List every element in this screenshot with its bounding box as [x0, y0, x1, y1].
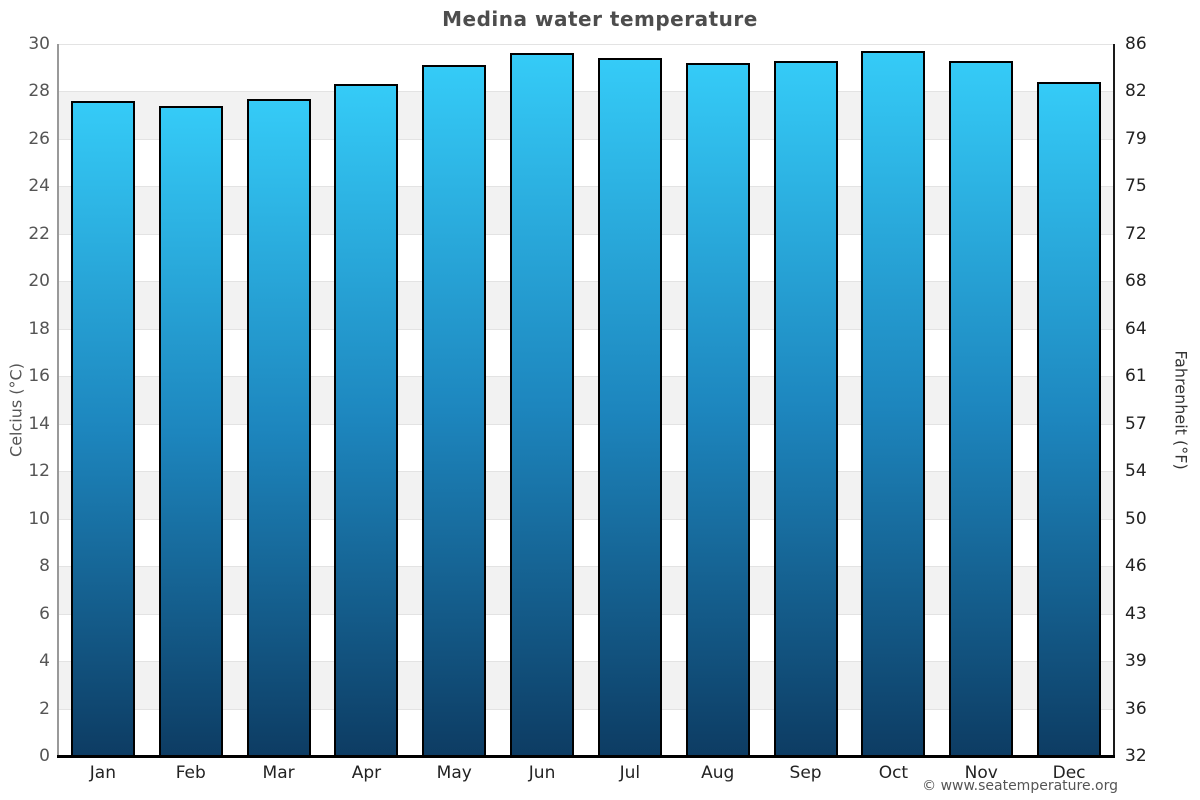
chart-title: Medina water temperature [442, 7, 758, 31]
bar-oct [861, 51, 926, 756]
gridline [59, 281, 1113, 283]
gridline [59, 518, 1113, 520]
x-tick-label-apr: Apr [351, 763, 382, 783]
bar-jan [70, 100, 135, 756]
y-tick-label-celsius: 2 [39, 698, 50, 719]
grid-band [59, 423, 1113, 472]
grid-band [59, 281, 1113, 329]
y-tick-label-fahrenheit: 61 [1125, 366, 1147, 387]
y-tick-label-celsius: 24 [28, 176, 50, 197]
gridline [59, 613, 1113, 615]
grid-band [59, 233, 1113, 282]
y-tick-label-fahrenheit: 43 [1125, 603, 1147, 624]
copyright-text: © www.seatemperature.org [922, 778, 1118, 794]
bar-feb [158, 105, 223, 756]
y-tick-label-celsius: 18 [28, 318, 50, 339]
gridline [59, 471, 1113, 473]
x-tick-label-jun: Jun [528, 763, 556, 783]
gridline [59, 91, 1113, 93]
x-tick-label-dec: Dec [1052, 763, 1086, 783]
grid-band [59, 376, 1113, 424]
y-tick-label-fahrenheit: 32 [1125, 746, 1147, 766]
gridline [59, 186, 1113, 188]
bar-dec [1037, 81, 1102, 756]
y-tick-label-fahrenheit: 39 [1125, 651, 1147, 672]
y-tick-label-fahrenheit: 82 [1125, 81, 1147, 102]
gridline [59, 423, 1113, 425]
y-tick-label-celsius: 10 [28, 508, 50, 529]
gridline [59, 708, 1113, 710]
y-tick-label-celsius: 8 [39, 556, 50, 577]
gridline [59, 233, 1113, 235]
x-tick-label-jul: Jul [619, 763, 641, 783]
y-tick-label-fahrenheit: 64 [1125, 318, 1147, 339]
y-tick-label-celsius: 30 [28, 34, 50, 54]
grid-band [59, 91, 1113, 139]
grid-band [59, 661, 1113, 709]
y-tick-label-fahrenheit: 75 [1125, 176, 1147, 197]
y-tick-label-celsius: 0 [39, 746, 50, 766]
y-tick-label-celsius: 12 [28, 461, 50, 482]
x-tick-label-feb: Feb [175, 763, 206, 783]
bar-aug [685, 62, 750, 756]
bar-jun [510, 53, 575, 756]
bar-nov [949, 60, 1014, 756]
x-axis-line [57, 755, 1115, 758]
x-tick-label-mar: Mar [262, 763, 295, 783]
grid-band [59, 518, 1113, 567]
y-tick-label-fahrenheit: 72 [1125, 223, 1147, 244]
y-tick-label-celsius: 22 [28, 223, 50, 244]
grid-band [59, 708, 1113, 756]
y-tick-label-celsius: 4 [39, 651, 50, 672]
y-tick-label-fahrenheit: 46 [1125, 556, 1147, 577]
y-tick-label-fahrenheit: 68 [1125, 271, 1147, 292]
x-tick-label-sep: Sep [789, 763, 822, 783]
y-axis-line-right [1113, 44, 1115, 757]
bar-sep [773, 60, 838, 756]
grid-band [59, 613, 1113, 662]
gridline [59, 566, 1113, 568]
y-tick-label-celsius: 20 [28, 271, 50, 292]
y-tick-label-fahrenheit: 50 [1125, 508, 1147, 529]
y-axis-line-left [57, 44, 59, 757]
x-tick-label-oct: Oct [878, 763, 909, 783]
y-tick-label-celsius: 26 [28, 128, 50, 149]
gridline [59, 661, 1113, 663]
grid-band [59, 566, 1113, 614]
x-tick-label-aug: Aug [701, 763, 735, 783]
gridline [59, 376, 1113, 378]
y-tick-label-celsius: 28 [28, 81, 50, 102]
bar-jul [597, 58, 662, 756]
x-tick-label-nov: Nov [964, 763, 998, 783]
plot-area [59, 44, 1113, 757]
bar-mar [246, 98, 311, 756]
x-tick-label-jan: Jan [89, 763, 117, 783]
grid-band [59, 328, 1113, 377]
y-tick-label-celsius: 14 [28, 413, 50, 434]
bar-apr [334, 84, 399, 756]
y-tick-label-celsius: 6 [39, 603, 50, 624]
y-tick-label-celsius: 16 [28, 366, 50, 387]
grid-band [59, 138, 1113, 187]
y-tick-label-fahrenheit: 54 [1125, 461, 1147, 482]
gridline [59, 328, 1113, 330]
y-tick-label-fahrenheit: 36 [1125, 698, 1147, 719]
grid-band [59, 186, 1113, 234]
grid-band [59, 44, 1113, 92]
gridline [59, 138, 1113, 140]
gridline [59, 44, 1113, 45]
y-tick-label-fahrenheit: 86 [1125, 34, 1147, 54]
y-tick-label-fahrenheit: 79 [1125, 128, 1147, 149]
y-tick-label-fahrenheit: 57 [1125, 413, 1147, 434]
grid-band [59, 471, 1113, 519]
x-tick-label-may: May [436, 763, 472, 783]
bar-may [422, 65, 487, 756]
